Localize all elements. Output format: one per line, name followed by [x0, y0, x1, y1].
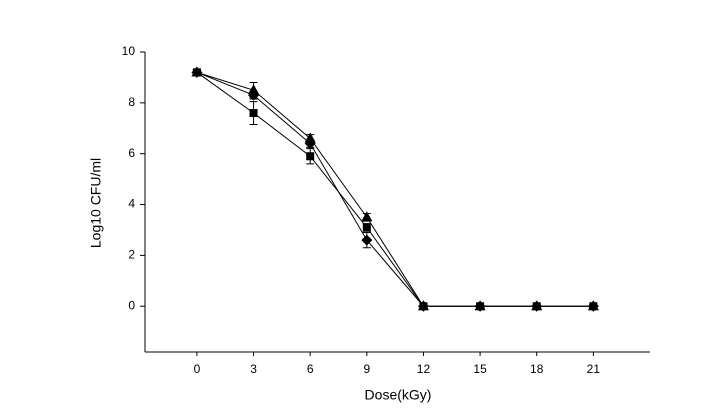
x-tick-label: 0 [194, 362, 201, 376]
y-tick-label: 10 [122, 44, 136, 58]
data-point [248, 84, 260, 95]
x-tick-label: 6 [307, 362, 314, 376]
y-tick-label: 0 [128, 298, 135, 312]
x-axis-title: Dose(kGy) [365, 387, 432, 403]
data-point [362, 223, 371, 232]
y-tick-label: 2 [128, 248, 135, 262]
y-axis-title: Log10 CFU/ml [88, 158, 104, 248]
data-point [191, 66, 203, 77]
x-tick-label: 21 [587, 362, 601, 376]
data-point [531, 300, 543, 311]
data-point [587, 300, 599, 311]
series-line [196, 71, 594, 307]
data-point [361, 234, 373, 246]
data-point [306, 152, 315, 161]
data-point [249, 109, 258, 118]
y-tick-label: 4 [128, 197, 135, 211]
x-tick-label: 3 [250, 362, 257, 376]
data-point [417, 300, 429, 311]
x-tick-label: 15 [473, 362, 487, 376]
series-line [196, 71, 594, 307]
x-tick-label: 12 [417, 362, 431, 376]
y-tick-label: 6 [128, 146, 135, 160]
y-tick-label: 8 [128, 95, 135, 109]
data-point [304, 132, 316, 143]
x-tick-label: 18 [530, 362, 544, 376]
series-line [196, 71, 594, 307]
data-point [361, 211, 373, 222]
x-tick-label: 9 [363, 362, 370, 376]
data-point [474, 300, 486, 311]
